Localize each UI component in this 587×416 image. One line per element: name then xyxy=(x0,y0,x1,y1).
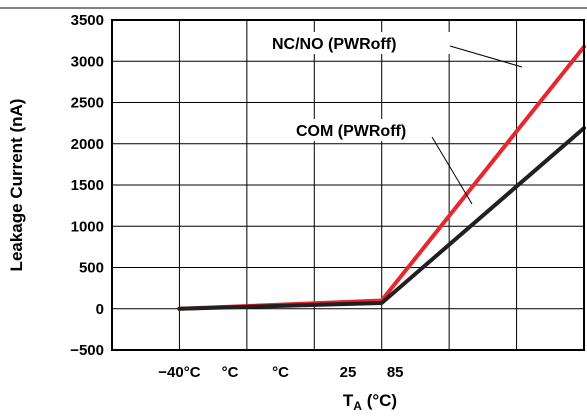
x-tick-label: −40°C xyxy=(158,364,200,381)
x-axis-title-sub: A xyxy=(353,399,362,413)
x-tick-label: °C xyxy=(272,364,289,381)
plot-frame xyxy=(111,19,585,351)
x-tick-label: 25 xyxy=(340,364,357,381)
y-tick-label: 3500 xyxy=(71,12,104,29)
nc-no-label-bg xyxy=(268,32,450,54)
x-axis-title-main: T xyxy=(343,391,354,410)
y-tick-label: 2000 xyxy=(71,136,104,153)
com-series-line xyxy=(177,126,586,311)
y-axis-title: Leakage Current (nA) xyxy=(7,99,26,272)
y-tick-label: 2500 xyxy=(71,95,104,112)
y-tick-label: 1000 xyxy=(71,218,104,235)
series-layer xyxy=(177,44,586,311)
com-series-label: COM (PWRoff) xyxy=(296,123,406,140)
x-tick-labels: −40°C °C °C 25 85 xyxy=(158,364,403,381)
x-tick-label: 85 xyxy=(387,364,404,381)
com-leader-line xyxy=(431,136,473,205)
x-axis-title-unit: (°C) xyxy=(362,391,397,410)
y-tick-label: 3000 xyxy=(71,53,104,70)
com-label-bg xyxy=(292,119,436,141)
nc-no-leader-line xyxy=(449,45,523,68)
nc-no-series-label: NC/NO (PWRoff) xyxy=(272,36,396,53)
y-tick-label: −500 xyxy=(70,342,104,359)
y-tick-label: 1500 xyxy=(71,177,104,194)
y-tick-labels: 3500 3000 2500 2000 1500 1000 500 0 −500 xyxy=(70,12,104,359)
x-tick-label: °C xyxy=(222,364,239,381)
y-tick-label: 500 xyxy=(79,260,104,277)
y-tick-label: 0 xyxy=(96,301,104,318)
x-axis-title: TA (°C) xyxy=(343,391,397,413)
